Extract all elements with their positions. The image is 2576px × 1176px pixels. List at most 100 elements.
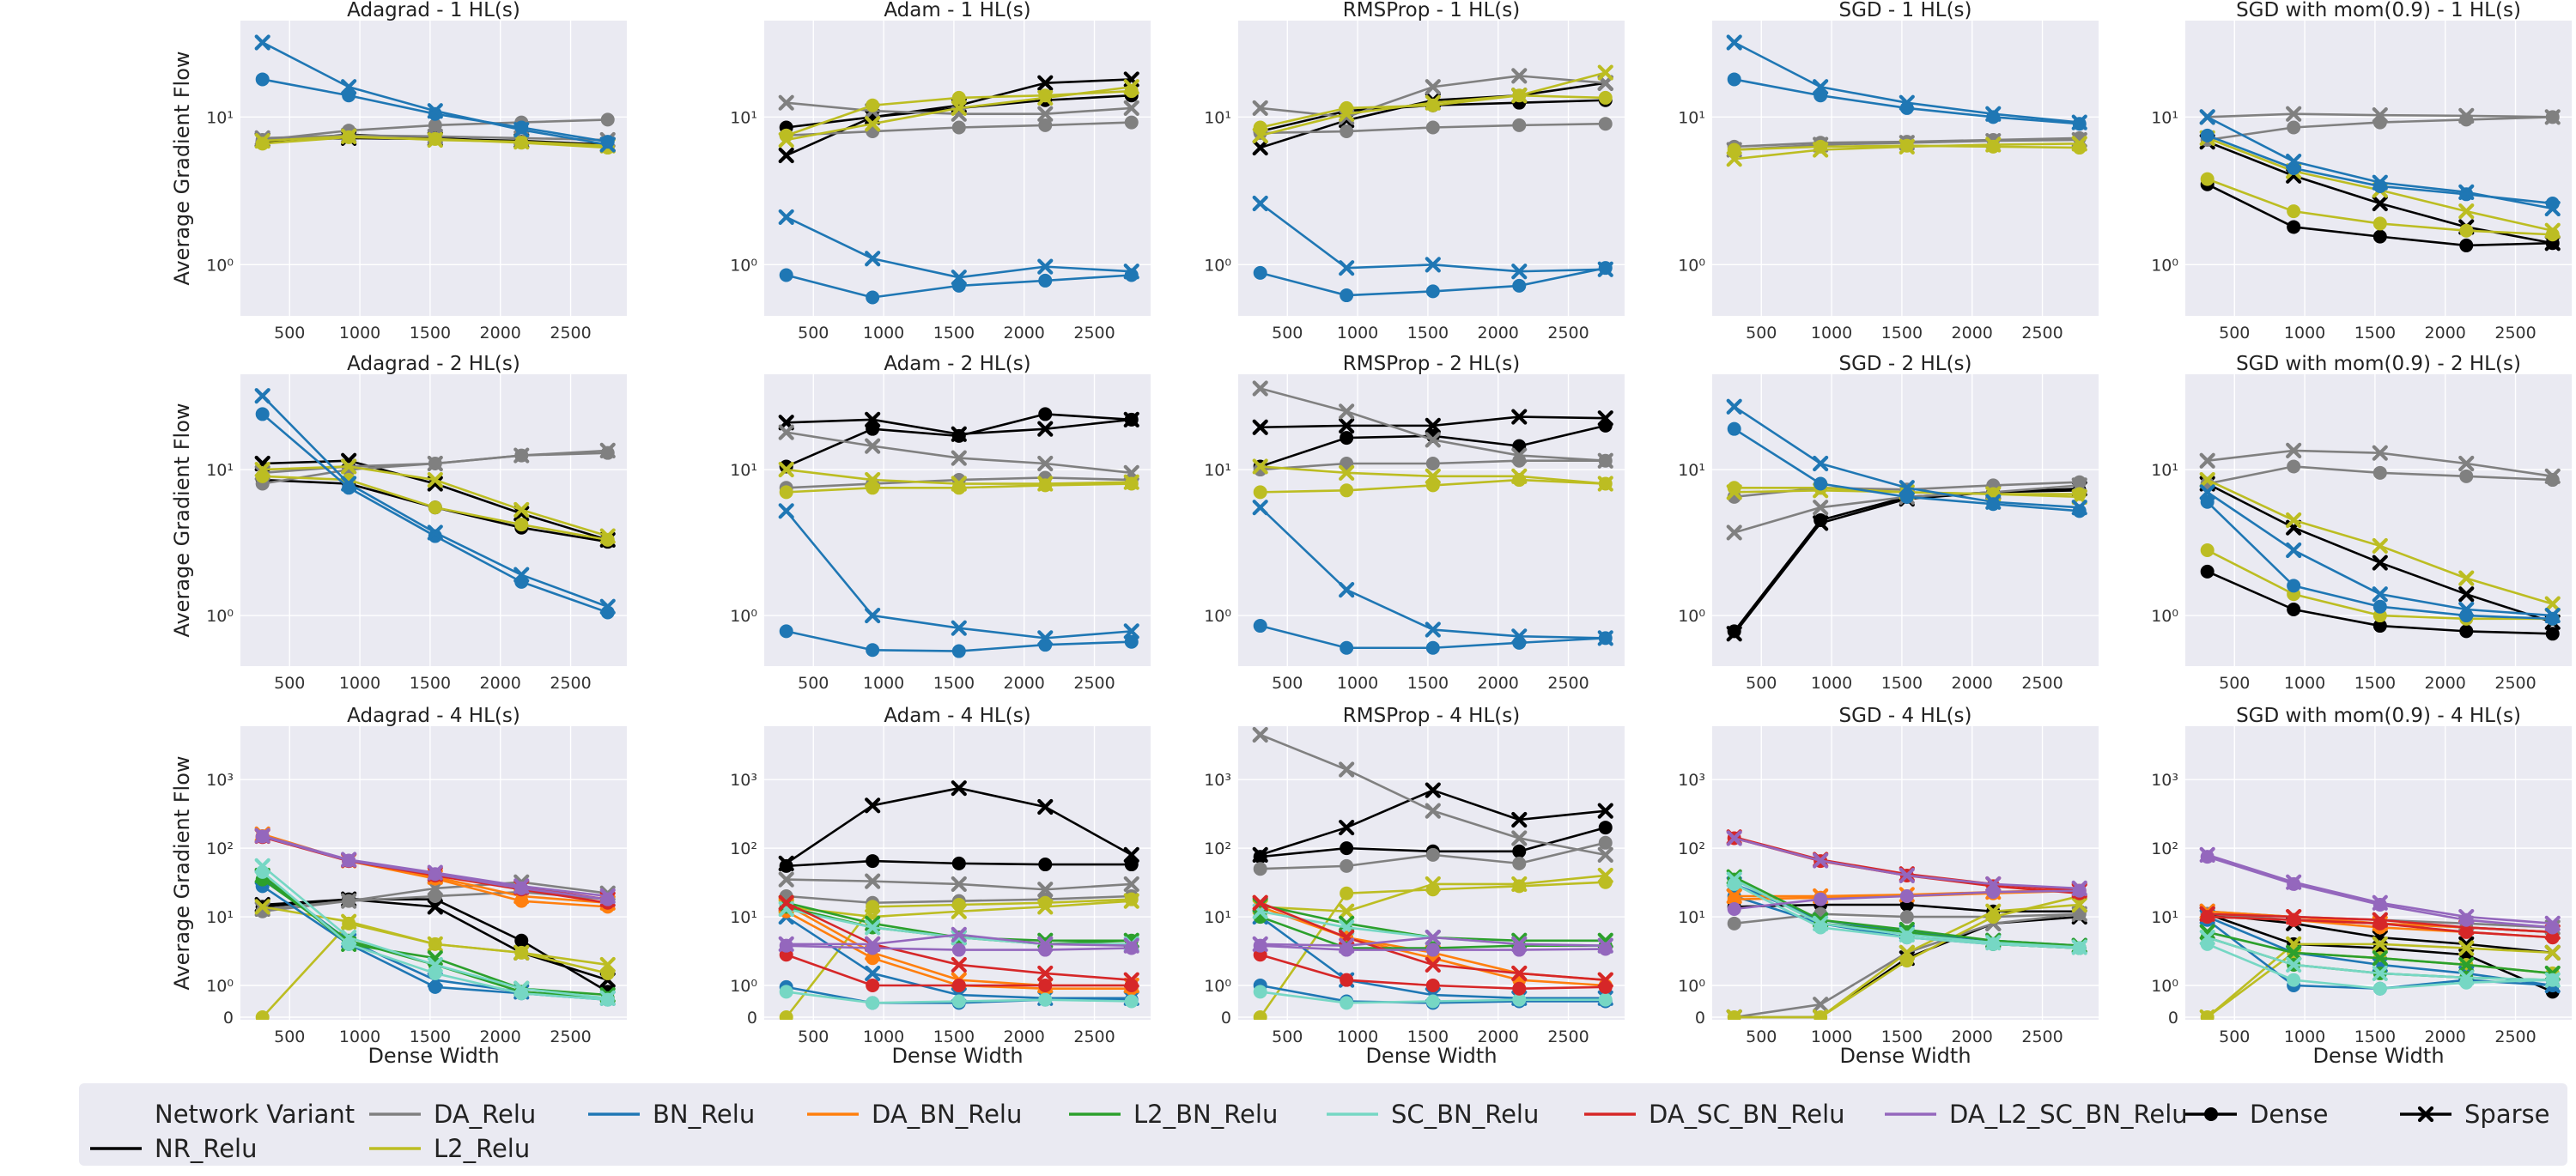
series-group [1252, 64, 1613, 303]
legend-item: DA_SC_BN_Relu [1584, 1100, 1845, 1129]
data-point [255, 72, 270, 87]
data-point [599, 442, 616, 458]
x-tick-label: 2000 [1952, 674, 1993, 693]
data-point [951, 450, 967, 466]
subplot: 500 1000 1500 2000 2500 10⁰ 10¹ SGD with mom(0.… [2151, 353, 2572, 693]
data-point [427, 899, 443, 915]
data-point [1813, 997, 1829, 1013]
x-tick-label: 2000 [1478, 674, 1519, 693]
plot-background [1712, 21, 2099, 316]
data-point [1123, 264, 1139, 280]
data-point [341, 128, 357, 144]
subplot: 500 1000 1500 2000 2500 10⁰ 10¹ RMSProp - 2 HL(… [1204, 353, 1625, 693]
data-point [1985, 876, 2002, 893]
data-point [2544, 944, 2561, 961]
data-point [1340, 858, 1354, 873]
data-point [1037, 936, 1054, 952]
x-tick-label: 1000 [863, 674, 904, 693]
y-tick-label: 10² [730, 840, 757, 858]
data-point [1425, 956, 1441, 973]
data-point [2372, 465, 2387, 480]
data-point [778, 131, 794, 149]
plot-background [1238, 21, 1625, 316]
x-tick-label: 1500 [410, 324, 451, 342]
data-point [2544, 915, 2561, 931]
x-tick-label: 1000 [1811, 324, 1852, 342]
data-point [779, 1010, 793, 1020]
data-point [778, 503, 794, 519]
data-point [1123, 972, 1139, 988]
plot-background [240, 21, 627, 316]
x-tick-label: 2500 [550, 1027, 591, 1046]
data-point [1425, 847, 1440, 862]
data-point [427, 131, 443, 149]
y-tick-label: 10¹ [2151, 908, 2178, 927]
data-point [1511, 468, 1528, 484]
data-point [2372, 195, 2388, 212]
x-tick-label: 2000 [2425, 324, 2466, 342]
y-tick-label: 10¹ [206, 461, 234, 480]
y-tick-label: 10¹ [1204, 908, 1231, 927]
x-tick-label: 1000 [1337, 674, 1378, 693]
data-point [1511, 830, 1528, 846]
data-point [1253, 1010, 1267, 1020]
data-point [2287, 459, 2301, 474]
data-point [1899, 489, 1914, 504]
series-group [1726, 34, 2087, 167]
data-point [1425, 640, 1440, 655]
data-point [2287, 603, 2301, 617]
x-tick-label: 2500 [1547, 324, 1589, 342]
x-tick-label: 1500 [2354, 1027, 2396, 1046]
data-point [1037, 89, 1054, 106]
data-point [2071, 500, 2087, 516]
data-point [1985, 136, 2002, 153]
data-point [1339, 937, 1355, 954]
data-point [1813, 915, 1829, 931]
subplot-title: Adagrad - 2 HL(s) [347, 353, 520, 375]
subplot-title: Adagrad - 4 HL(s) [347, 705, 520, 727]
legend-label: DA_L2_SC_BN_Relu [1949, 1100, 2188, 1129]
subplot-title: RMSProp - 2 HL(s) [1343, 353, 1520, 375]
data-point [2199, 471, 2215, 488]
x-tick-label: 2000 [480, 674, 521, 693]
x-tick-label: 500 [2219, 1027, 2250, 1046]
data-point [2458, 586, 2475, 603]
y-tick-label: 10⁰ [1678, 607, 1705, 626]
data-point [254, 388, 270, 404]
data-point [427, 880, 443, 896]
subplot: 500 1000 1500 2000 2500 10⁰ 10¹ Adagrad - 2 HL(… [170, 353, 627, 693]
x-tick-label: 1500 [1407, 674, 1449, 693]
data-point [1037, 455, 1054, 472]
data-point [1597, 261, 1613, 277]
plot-background [764, 726, 1151, 1020]
data-point [1597, 867, 1613, 884]
data-point [1598, 90, 1613, 105]
data-point [1425, 943, 1440, 957]
data-point [1597, 410, 1613, 427]
data-point [1425, 457, 1440, 471]
data-point [1813, 79, 1829, 95]
data-point [2372, 107, 2388, 124]
data-point [866, 643, 880, 658]
legend-item: DA_L2_SC_BN_Relu [1885, 1100, 2188, 1129]
y-tick-label: 10³ [1204, 771, 1231, 790]
data-point [1814, 476, 1828, 491]
data-point [1511, 628, 1528, 645]
y-tick-label: 10⁰ [730, 977, 757, 996]
data-point [2200, 494, 2215, 509]
data-point [513, 134, 530, 150]
data-point [2071, 488, 2087, 505]
data-point [1252, 726, 1268, 743]
plot-background [2185, 21, 2572, 316]
data-point [2372, 981, 2387, 996]
data-point [866, 290, 880, 305]
plot-background [1238, 726, 1625, 1020]
x-tick-label: 2500 [2494, 324, 2536, 342]
data-point [2458, 455, 2475, 472]
data-point [2544, 468, 2561, 484]
data-point [1123, 623, 1139, 640]
data-point [1340, 431, 1354, 446]
x-tick-label: 500 [274, 324, 305, 342]
data-point [1037, 630, 1054, 646]
